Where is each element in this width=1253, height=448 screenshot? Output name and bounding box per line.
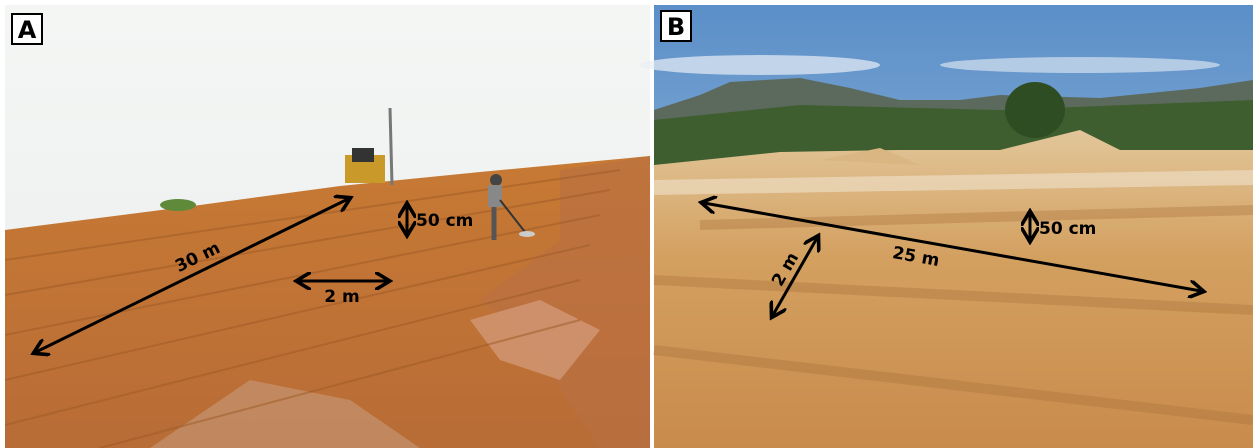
annotation: 50 cm	[1039, 219, 1096, 239]
panel-label: B	[667, 13, 685, 41]
annotation: 2 m	[324, 287, 359, 307]
photo-a	[5, 5, 650, 448]
panel-label: A	[18, 16, 37, 44]
page: A B 30 m 2 m 50 cm 50 cm 25 m 2 m (() =>…	[0, 0, 1253, 448]
figure: A B 30 m 2 m 50 cm 50 cm 25 m 2 m	[0, 0, 1253, 448]
annotation: 50 cm	[416, 211, 473, 231]
photo-b	[640, 5, 1253, 448]
